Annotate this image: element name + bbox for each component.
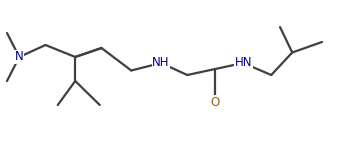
Text: O: O bbox=[211, 96, 220, 108]
Text: N: N bbox=[15, 51, 24, 63]
Text: NH: NH bbox=[152, 57, 170, 69]
Text: HN: HN bbox=[234, 57, 252, 69]
